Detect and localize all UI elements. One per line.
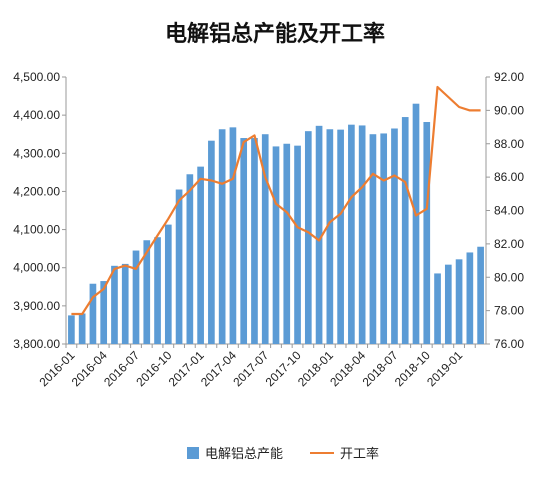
bar	[100, 281, 108, 344]
y-right-tick-label: 90.00	[494, 103, 524, 117]
bar	[208, 140, 215, 344]
bar	[423, 122, 431, 344]
bar	[283, 143, 291, 344]
bar	[251, 138, 258, 344]
bar	[78, 313, 86, 344]
y-right-tick-label: 78.00	[494, 304, 524, 318]
bar	[369, 134, 377, 344]
bar	[466, 252, 474, 344]
bar	[175, 189, 183, 344]
y-right-tick-label: 80.00	[494, 270, 524, 284]
legend-line-label: 开工率	[340, 447, 380, 462]
y-right-tick-label: 86.00	[494, 170, 524, 184]
bar	[455, 259, 463, 344]
legend-bar-label: 电解铝总产能	[205, 447, 284, 462]
bar	[412, 103, 420, 344]
legend-bar-swatch	[187, 447, 199, 459]
y-left-tick-label: 3,900.00	[13, 299, 60, 313]
chart-legend: 电解铝总产能 开工率	[0, 441, 550, 463]
bar	[315, 125, 323, 344]
chart-title: 电解铝总产能及开工率	[164, 22, 385, 47]
bar	[348, 124, 355, 344]
bar	[401, 117, 409, 344]
y-left-tick-label: 3,800.00	[13, 337, 60, 351]
y-left-tick-label: 4,300.00	[13, 146, 60, 160]
y-left-tick-label: 4,100.00	[13, 223, 60, 237]
y-right-tick-label: 88.00	[494, 137, 524, 151]
bar	[337, 129, 344, 344]
bar	[229, 127, 237, 344]
y-right-tick-label: 92.00	[494, 70, 524, 84]
legend-line-swatch	[310, 452, 334, 454]
bar	[326, 129, 334, 344]
bar	[164, 224, 172, 344]
bar	[186, 174, 194, 344]
bar	[132, 250, 140, 344]
y-right-tick-label: 84.00	[494, 204, 524, 218]
bar	[218, 129, 226, 344]
bar	[111, 265, 118, 344]
bar	[272, 146, 280, 344]
bar	[143, 240, 151, 344]
bar	[121, 263, 129, 344]
bar	[380, 133, 388, 344]
y-left-tick-label: 4,000.00	[13, 261, 60, 275]
bar	[154, 237, 161, 344]
bar	[240, 138, 248, 344]
y-left-tick-label: 4,500.00	[13, 70, 60, 84]
bar	[294, 145, 301, 344]
y-right-tick-label: 76.00	[494, 337, 524, 351]
bar	[304, 131, 312, 344]
x-tick-label: 2019-01	[424, 348, 465, 389]
bar	[89, 283, 97, 344]
bar	[391, 128, 398, 344]
y-left-tick-label: 4,200.00	[13, 184, 60, 198]
bar	[68, 315, 75, 344]
bar	[358, 125, 366, 344]
bar	[477, 246, 484, 344]
bar	[197, 166, 204, 344]
y-right-tick-label: 82.00	[494, 237, 524, 251]
bar	[434, 273, 441, 344]
bar	[261, 134, 269, 344]
y-left-tick-label: 4,400.00	[13, 108, 60, 122]
bar	[444, 264, 452, 344]
line-series-capacity-utilization	[71, 85, 481, 316]
